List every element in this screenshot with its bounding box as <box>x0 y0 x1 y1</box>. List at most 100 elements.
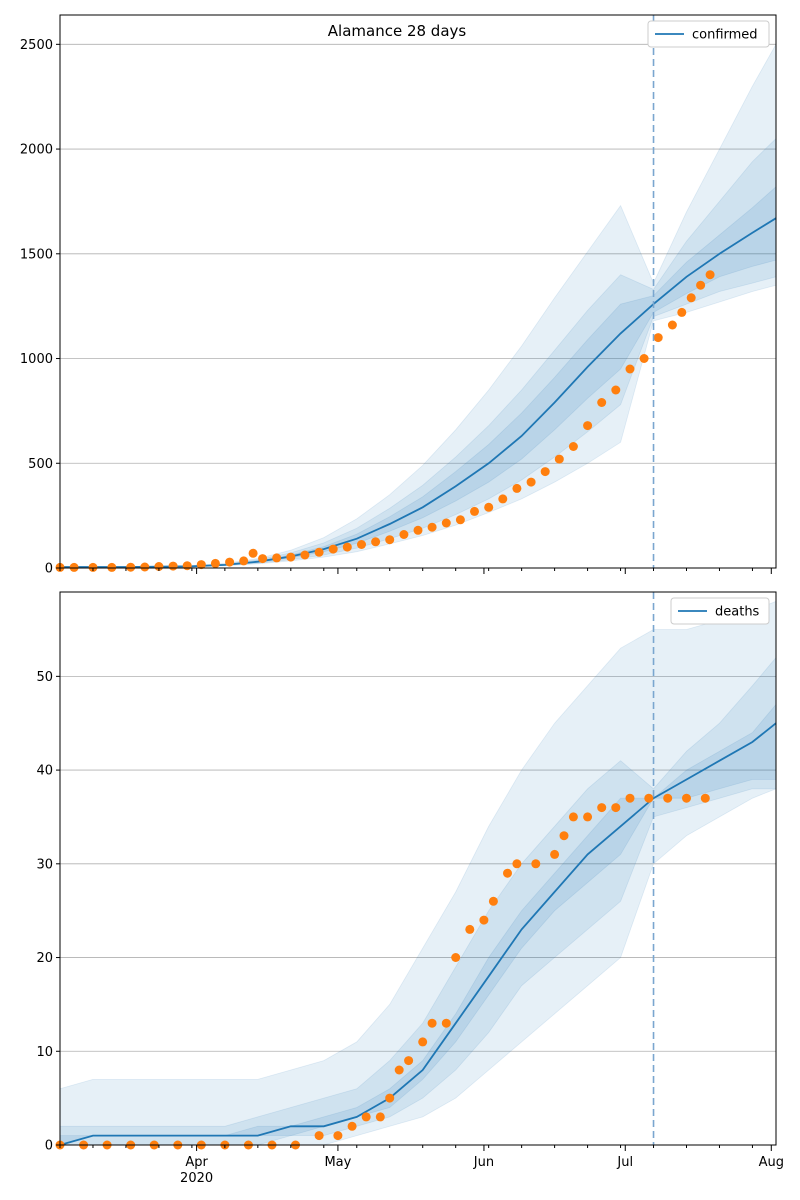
confirmed-observed-point <box>314 547 324 557</box>
deaths-observed-point <box>550 849 560 859</box>
confirmed-observed-point <box>371 537 381 547</box>
confirmed-observed-points <box>55 270 715 572</box>
confirmed-observed-point <box>455 515 465 525</box>
confirmed-observed-point <box>413 525 423 535</box>
confirmed-observed-point <box>300 550 310 560</box>
confirmed-observed-point <box>328 544 338 554</box>
confirmed-plot-frame <box>59 14 777 569</box>
deaths-observed-point <box>700 793 710 803</box>
confirmed-observed-point <box>470 506 479 516</box>
deaths-legend-label: deaths <box>715 605 760 620</box>
confirmed-ytick-label: 500 <box>28 457 53 472</box>
confirmed-x-ticks <box>59 568 772 574</box>
deaths-xtick-label: Jun <box>473 1155 494 1170</box>
deaths-ytick-label: 40 <box>36 764 53 779</box>
confirmed-observed-point <box>677 307 687 317</box>
confirmed-observed-point <box>107 562 117 572</box>
confirmed-ytick-label: 2000 <box>20 143 53 158</box>
confirmed-legend-label: confirmed <box>692 28 758 43</box>
deaths-observed-point <box>644 793 654 803</box>
deaths-ytick-label: 10 <box>36 1045 53 1060</box>
confirmed-observed-point <box>583 421 593 431</box>
confirmed-observed-point <box>611 385 621 395</box>
confirmed-observed-point <box>399 530 409 539</box>
deaths-observed-point <box>427 1018 437 1028</box>
deaths-observed-point <box>682 793 691 803</box>
confirmed-observed-point <box>498 494 508 504</box>
confirmed-observed-point <box>126 562 136 572</box>
confirmed-observed-point <box>69 562 79 572</box>
deaths-xtick-label: Aug <box>759 1155 784 1170</box>
deaths-gridlines <box>60 675 776 1052</box>
confirmed-observed-point <box>140 562 150 572</box>
confirmed-observed-point <box>225 557 235 567</box>
confirmed-gridlines <box>60 43 776 464</box>
deaths-ytick-label: 50 <box>36 670 53 685</box>
deaths-plot-frame <box>59 591 777 1146</box>
deaths-xtick-label: Jul <box>616 1155 633 1170</box>
confirmed-ytick-label: 1000 <box>20 352 53 367</box>
confirmed-plot-background <box>60 15 776 568</box>
deaths-legend: deaths <box>670 597 770 625</box>
confirmed-observed-point <box>272 553 282 563</box>
deaths-observed-point <box>611 803 621 813</box>
confirmed-observed-point <box>182 561 192 571</box>
deaths-observed-point <box>394 1065 404 1075</box>
deaths-observed-point <box>441 1018 451 1028</box>
deaths-xtick-label: May <box>324 1155 351 1170</box>
confirmed-observed-point <box>286 552 296 562</box>
deaths-median-line <box>59 722 777 1146</box>
confirmed-ytick-label: 0 <box>45 562 53 577</box>
deaths-observed-point <box>663 793 673 803</box>
confirmed-observed-point <box>526 477 536 487</box>
deaths-plot-background <box>60 592 776 1145</box>
deaths-observed-point <box>465 924 475 934</box>
confirmed-observed-point <box>239 556 249 566</box>
deaths-observed-point <box>488 896 498 906</box>
deaths-ytick-label: 0 <box>45 1139 53 1154</box>
confirmed-observed-point <box>686 293 696 303</box>
deaths-observed-point <box>531 859 541 869</box>
confirmed-observed-point <box>696 280 706 290</box>
deaths-observed-point <box>503 868 512 878</box>
deaths-xtick-label: 2020 <box>180 1171 213 1186</box>
confirmed-observed-point <box>154 562 164 571</box>
chart-title: Alamance 28 days <box>328 22 467 40</box>
deaths-observed-point <box>347 1121 357 1131</box>
deaths-observed-point <box>451 953 461 962</box>
deaths-observed-point <box>361 1112 371 1122</box>
confirmed-observed-point <box>88 562 98 572</box>
confirmed-observed-point <box>568 442 578 451</box>
deaths-observed-point <box>333 1131 343 1141</box>
confirmed-median-line <box>60 217 777 568</box>
confirmed-observed-point <box>427 522 437 532</box>
confirmed-observed-point <box>484 502 494 512</box>
confirmed-observed-point <box>357 540 366 549</box>
deaths-observed-point <box>625 793 635 803</box>
confirmed-ytick-label: 2500 <box>20 38 53 53</box>
confirmed-observed-point <box>667 320 677 330</box>
deaths-y-ticks: 0 10 20 30 40 50 <box>36 670 60 1154</box>
confirmed-observed-point <box>441 518 451 528</box>
confirmed-observed-point <box>554 454 564 464</box>
deaths-observed-point <box>559 831 569 841</box>
deaths-xtick-label: Apr <box>185 1155 208 1170</box>
confirmed-y-ticks: 0 500 1000 1500 2000 2500 <box>20 38 60 577</box>
confirmed-observed-point <box>625 364 635 374</box>
deaths-observed-point <box>583 812 593 822</box>
deaths-observed-point <box>314 1131 324 1141</box>
confirmed-observed-point <box>385 535 395 545</box>
confirmed-ytick-label: 1500 <box>20 247 53 262</box>
deaths-legend-box <box>670 597 770 625</box>
confirmed-observed-point <box>196 560 206 570</box>
confirmed-observed-point <box>653 333 663 343</box>
deaths-ytick-label: 30 <box>36 857 53 872</box>
deaths-observed-point <box>375 1112 385 1122</box>
confirmed-observed-point <box>705 270 715 280</box>
confirmed-observed-point <box>210 558 220 568</box>
confirmed-observed-point <box>597 398 607 407</box>
confirmed-observed-point <box>342 542 352 552</box>
deaths-observed-point <box>597 803 607 813</box>
deaths-ytick-label: 20 <box>36 951 53 966</box>
